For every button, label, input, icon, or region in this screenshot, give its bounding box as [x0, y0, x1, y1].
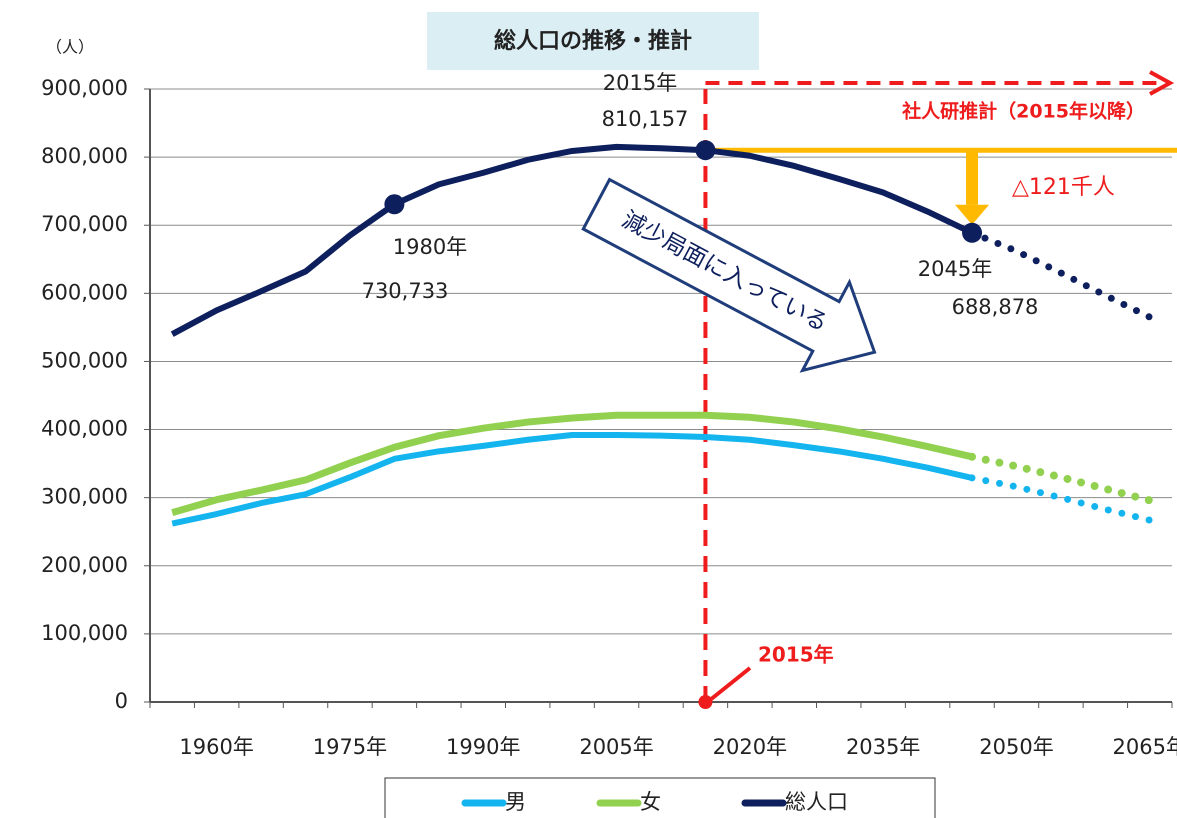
series-line [171, 411, 973, 517]
arrow-head [1149, 70, 1175, 96]
series-line [171, 432, 973, 527]
x-tick-label: 2050年 [979, 735, 1053, 759]
pointer [708, 666, 752, 702]
highlight-point [962, 222, 983, 243]
trend-arrow: 減少局面に入っている [581, 177, 877, 373]
y-tick-label: 700,000 [41, 212, 128, 236]
base-dot [698, 695, 713, 709]
y-tick-label: 0 [115, 689, 128, 713]
highlight-value: 730,733 [362, 279, 449, 303]
highlight-value: 810,157 [602, 107, 689, 131]
y-tick-label: 200,000 [41, 553, 128, 577]
y-tick-label: 800,000 [41, 144, 128, 168]
y-axis-label: （人） [46, 38, 94, 57]
highlight-point [695, 140, 716, 161]
y-tick-label: 900,000 [41, 76, 128, 100]
y-tick-label: 300,000 [41, 485, 128, 509]
x-tick-label: 2065年 [1113, 735, 1177, 759]
y-tick-label: 100,000 [41, 621, 128, 645]
decline-label: △121千人 [1012, 175, 1115, 200]
highlight-year: 1980年 [393, 235, 467, 259]
base-year-label: 2015年 [758, 643, 834, 667]
highlight-point [384, 194, 405, 215]
y-tick-label: 500,000 [41, 348, 128, 372]
decline-arrow [966, 150, 979, 205]
projection-label: 社人研推計（2015年以降） [901, 100, 1145, 123]
x-tick-label: 2005年 [579, 735, 653, 759]
series-line [170, 143, 974, 337]
trend-arrow-shape [581, 177, 877, 373]
x-tick-label: 1975年 [313, 735, 387, 759]
y-tick-label: 600,000 [41, 280, 128, 304]
highlight-year: 2015年 [603, 71, 677, 95]
trend-label: 減少局面に入っている [618, 207, 832, 337]
legend-label: 総人口 [785, 790, 848, 814]
y-tick-label: 400,000 [41, 417, 128, 441]
x-tick-label: 1990年 [446, 735, 520, 759]
x-tick-label: 2020年 [713, 735, 787, 759]
chart-title: 総人口の推移・推計 [494, 28, 692, 54]
highlight-year: 2045年 [918, 257, 992, 281]
projection-dots [968, 474, 1154, 524]
legend-label: 男 [505, 790, 526, 814]
x-tick-label: 2035年 [846, 735, 920, 759]
decline-arrow-head [955, 204, 990, 225]
highlight-value: 688,878 [952, 295, 1039, 319]
title-box [427, 12, 759, 70]
legend [384, 777, 936, 818]
legend-label: 女 [640, 790, 661, 814]
x-tick-label: 1960年 [179, 735, 253, 759]
projection-dots [968, 452, 1154, 505]
projection-dots [968, 229, 1154, 321]
